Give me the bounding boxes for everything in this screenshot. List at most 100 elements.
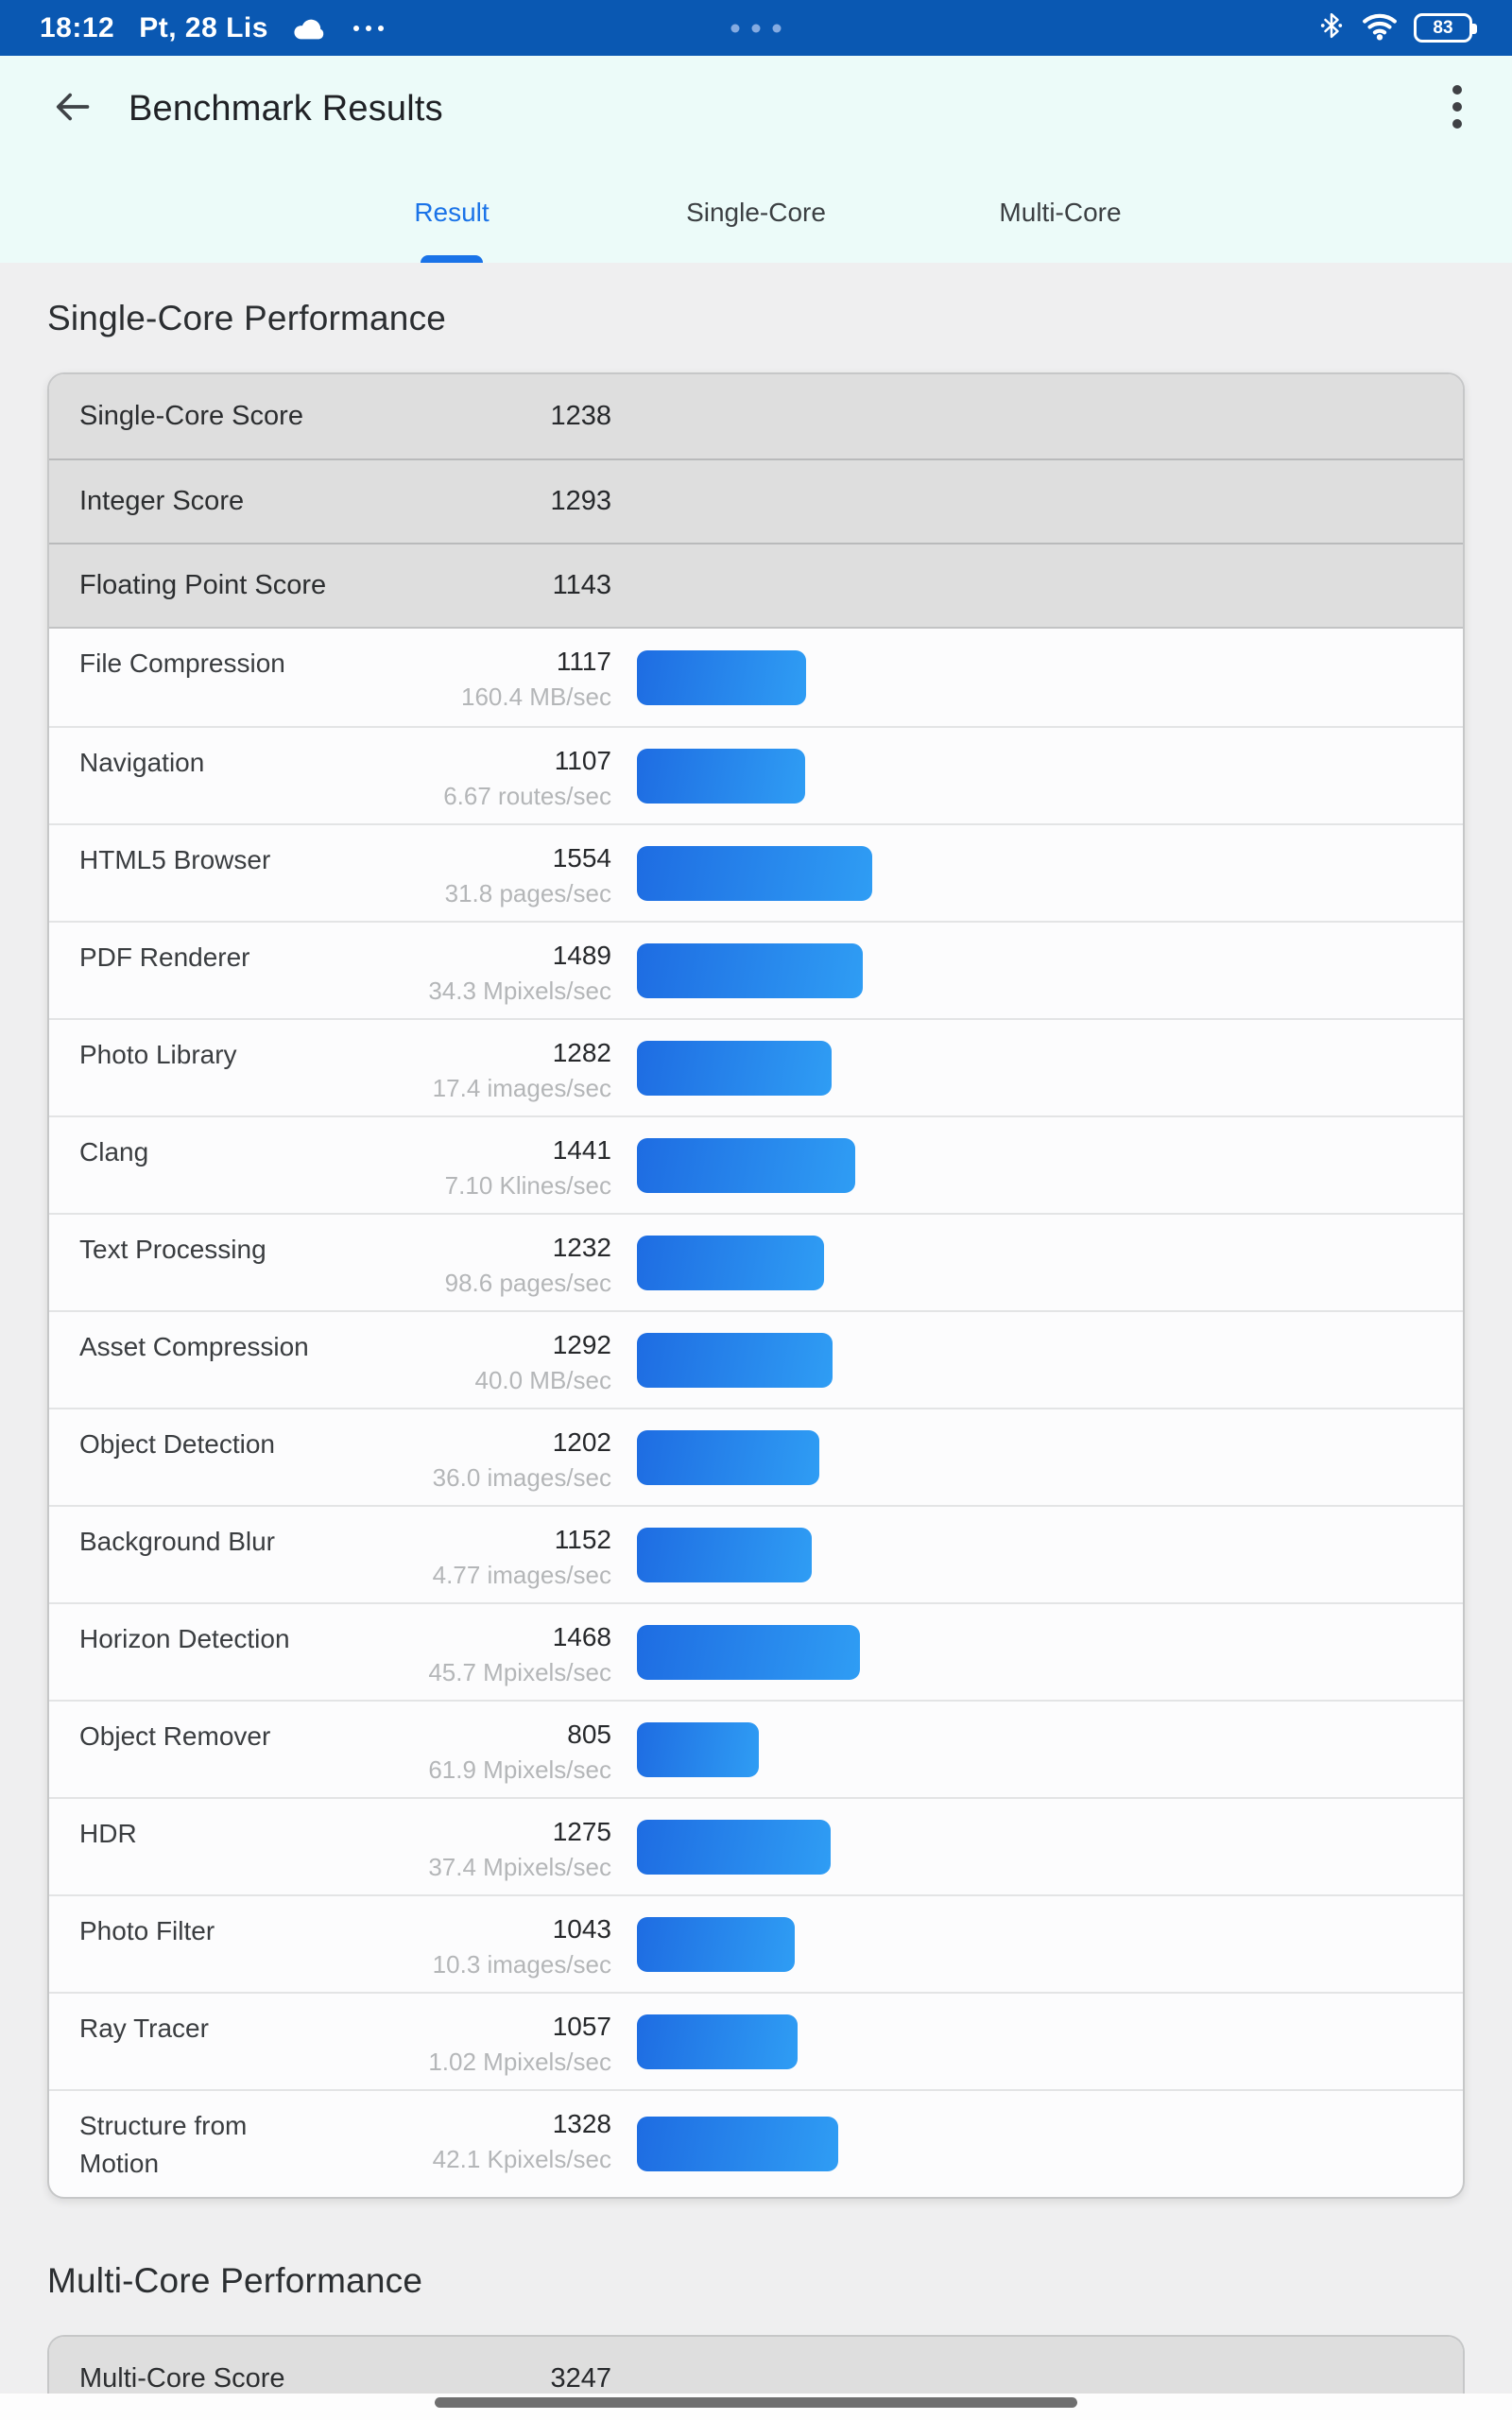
test-score: 1468 [552,1622,611,1651]
bar-zone [611,629,1463,726]
test-row: Ray Tracer 1057 1.02 Mpixels/sec [49,1992,1463,2089]
tab-multi-core[interactable]: Multi-Core [908,162,1212,263]
summary-label: Multi-Core Score [79,2363,285,2394]
tab-label: Multi-Core [999,197,1122,227]
back-arrow-icon [51,86,93,132]
score-bar [637,845,872,901]
bar-zone [611,1702,1463,1797]
test-name: File Compression [79,648,285,678]
battery-level: 83 [1433,17,1453,38]
kebab-menu-icon [1452,80,1463,138]
bar-zone [611,1604,1463,1700]
test-score: 1107 [554,746,611,775]
test-row: File Compression 1117 160.4 MB/sec [49,629,1463,726]
test-values: 1441 7.10 Klines/sec [335,1117,611,1213]
tab-result[interactable]: Result [300,162,604,263]
test-name: Asset Compression [79,1332,309,1361]
score-bar [637,1527,812,1582]
score-bar [637,1137,855,1193]
test-values: 1468 45.7 Mpixels/sec [335,1604,611,1700]
test-values: 1554 31.8 pages/sec [335,825,611,921]
test-score: 1202 [552,1427,611,1457]
bar-zone [611,1312,1463,1408]
score-bar [637,2014,798,2069]
active-tab-indicator [421,255,483,263]
summary-label: Floating Point Score [79,570,327,600]
test-values: 1328 42.1 Kpixels/sec [335,2091,611,2197]
app-header-area: Benchmark Results Result Single-Core Mul… [0,56,1512,263]
test-row: Horizon Detection 1468 45.7 Mpixels/sec [49,1602,1463,1700]
test-row: Background Blur 1152 4.77 images/sec [49,1505,1463,1602]
weather-cloud-icon [293,16,325,41]
wifi-icon [1362,10,1398,45]
bar-zone [611,1994,1463,2089]
back-button[interactable] [45,82,98,135]
summary-label: Single-Core Score [79,401,303,431]
score-bar [637,1721,759,1777]
summary-row: Floating Point Score 1143 [49,543,1463,627]
tab-single-core[interactable]: Single-Core [604,162,908,263]
test-name: HDR [79,1819,137,1848]
gesture-nav-handle[interactable] [435,2397,1077,2408]
app-header: Benchmark Results [0,56,1512,162]
status-left-cluster: 18:12 Pt, 28 Lis [40,12,384,44]
test-name: Navigation [79,748,205,777]
test-values: 1117 160.4 MB/sec [335,629,611,726]
test-name: Photo Filter [79,1916,215,1945]
test-rate: 37.4 Mpixels/sec [428,1853,611,1881]
status-time: 18:12 [40,11,115,43]
test-score: 1554 [552,843,611,873]
gesture-nav-strip [0,2394,1512,2420]
bar-zone [611,1409,1463,1505]
test-name: Ray Tracer [79,2014,209,2043]
test-name: Clang [79,1137,149,1167]
summary-row: Single-Core Score 1238 [49,374,1463,458]
test-score: 1117 [556,647,611,676]
test-rate: 98.6 pages/sec [444,1269,611,1297]
score-bar [637,1040,832,1096]
test-row: Asset Compression 1292 40.0 MB/sec [49,1310,1463,1408]
test-name: Structure from Motion [79,2111,248,2178]
test-row: PDF Renderer 1489 34.3 Mpixels/sec [49,921,1463,1018]
score-bar [637,748,805,804]
test-rate: 45.7 Mpixels/sec [428,1658,611,1686]
test-name: Object Remover [79,1721,271,1751]
status-date: Pt, 28 Lis [139,11,268,43]
test-row: Photo Filter 1043 10.3 images/sec [49,1894,1463,1992]
single-core-section-title: Single-Core Performance [47,299,447,337]
test-score: 1292 [552,1330,611,1359]
more-notifications-icon [352,25,384,31]
test-values: 1202 36.0 images/sec [335,1409,611,1505]
summary-label: Integer Score [79,486,245,516]
summary-value: 3247 [550,2363,611,2394]
test-score: 1328 [552,2109,611,2138]
test-row: Photo Library 1282 17.4 images/sec [49,1018,1463,1115]
test-score: 1043 [552,1914,611,1944]
test-name: Horizon Detection [79,1624,290,1653]
score-bar [637,1916,795,1972]
page-title: Benchmark Results [129,88,443,129]
summary-value: 1238 [550,401,611,431]
test-row: HDR 1275 37.4 Mpixels/sec [49,1797,1463,1894]
test-name: PDF Renderer [79,942,250,972]
test-row: Navigation 1107 6.67 routes/sec [49,726,1463,823]
score-bar [637,1624,860,1680]
overflow-menu-button[interactable] [1431,78,1484,140]
results-content: Single-Core Performance Single-Core Scor… [0,263,1512,2420]
test-rate: 6.67 routes/sec [443,782,611,810]
score-bar [637,942,863,998]
test-row: Text Processing 1232 98.6 pages/sec [49,1213,1463,1310]
bar-zone [611,1215,1463,1310]
test-rate: 7.10 Klines/sec [444,1171,611,1200]
status-bar: 18:12 Pt, 28 Lis [0,0,1512,56]
score-bar [637,1429,819,1485]
test-row: Object Detection 1202 36.0 images/sec [49,1408,1463,1505]
bar-zone [611,923,1463,1018]
test-rate: 34.3 Mpixels/sec [428,977,611,1005]
single-core-card: Single-Core Score 1238 Integer Score 129… [47,372,1465,2199]
test-rate: 42.1 Kpixels/sec [432,2145,611,2173]
test-name: Text Processing [79,1235,266,1264]
summary-value: 1143 [552,570,611,600]
test-values: 1152 4.77 images/sec [335,1507,611,1602]
